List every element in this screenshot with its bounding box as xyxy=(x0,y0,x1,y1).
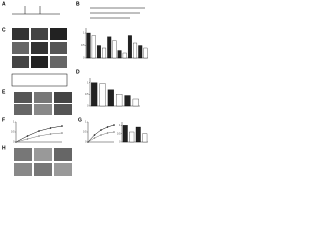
micrograph xyxy=(14,163,32,176)
panel-label: A xyxy=(2,1,6,7)
point xyxy=(113,124,115,126)
y-tick-label: 1 xyxy=(13,121,15,124)
schematics xyxy=(11,6,145,87)
micrograph xyxy=(12,56,29,68)
y-tick-label: 0.5 xyxy=(85,93,89,96)
panel-label: H xyxy=(2,145,6,151)
y-tick-label: 1 xyxy=(83,32,85,35)
micrograph xyxy=(12,42,29,54)
panel-label: C xyxy=(2,27,6,33)
point xyxy=(87,141,89,143)
line xyxy=(87,131,115,143)
bar xyxy=(135,126,141,143)
bar xyxy=(112,40,117,59)
bar xyxy=(138,45,143,59)
micrograph xyxy=(50,28,67,40)
y-tick-label: 1 xyxy=(87,81,89,84)
bar xyxy=(129,131,135,143)
micrograph xyxy=(34,148,52,161)
point xyxy=(61,125,63,127)
y-tick-label: 0.5 xyxy=(117,132,121,135)
micrograph xyxy=(54,92,72,103)
micrograph xyxy=(54,148,72,161)
bar xyxy=(91,82,98,107)
point xyxy=(38,130,40,132)
micrograph xyxy=(31,28,48,40)
y-tick-label: 0.5 xyxy=(11,131,15,134)
blot xyxy=(11,73,68,87)
micrographs xyxy=(12,28,72,176)
bar xyxy=(142,133,148,143)
point xyxy=(49,133,52,135)
bar xyxy=(122,52,127,59)
bar xyxy=(133,42,138,59)
micrograph xyxy=(14,104,32,115)
line xyxy=(15,125,63,143)
bar xyxy=(143,47,148,59)
y-tick-label: 1 xyxy=(85,121,87,124)
micrograph xyxy=(54,163,72,176)
point xyxy=(61,132,63,134)
panel-label: G xyxy=(78,117,82,123)
point xyxy=(106,126,109,128)
line xyxy=(15,132,63,143)
point xyxy=(93,134,96,136)
point xyxy=(26,135,29,137)
bar xyxy=(116,94,123,107)
y-tick-label: 0.5 xyxy=(83,131,87,134)
micrograph xyxy=(34,104,52,115)
micrograph xyxy=(14,92,32,103)
point xyxy=(26,138,29,140)
point xyxy=(93,137,96,139)
panel-label: D xyxy=(76,69,80,75)
micrograph xyxy=(12,28,29,40)
micrograph xyxy=(14,148,32,161)
point xyxy=(100,134,102,136)
point xyxy=(15,141,17,143)
bar xyxy=(107,89,114,107)
bar xyxy=(124,95,131,107)
y-tick-label: 0 xyxy=(87,105,89,108)
micrograph xyxy=(54,104,72,115)
bar xyxy=(96,45,101,59)
point xyxy=(38,135,40,137)
bar xyxy=(99,83,106,107)
y-tick-label: 0 xyxy=(13,141,15,144)
y-tick-label: 0 xyxy=(119,141,121,144)
bar xyxy=(91,35,96,59)
bar xyxy=(132,98,139,107)
bar xyxy=(107,36,112,59)
bar xyxy=(102,47,107,59)
point xyxy=(49,127,52,129)
panel-label: F xyxy=(2,117,5,123)
point xyxy=(106,132,109,134)
panel-label: E xyxy=(2,89,6,95)
micrograph xyxy=(34,163,52,176)
micrograph xyxy=(50,42,67,54)
y-tick-label: 1 xyxy=(119,124,121,127)
bar xyxy=(127,35,132,59)
micrograph xyxy=(31,42,48,54)
point xyxy=(113,131,115,133)
y-tick-label: 0 xyxy=(83,57,85,60)
bar xyxy=(86,32,91,59)
micrograph xyxy=(31,56,48,68)
bar xyxy=(117,50,122,59)
y-tick-label: 0.5 xyxy=(81,44,85,47)
micrograph xyxy=(34,92,52,103)
figure: A B C D E F G H 0 0.5 1 0 0.5 1 0 0.5 1 0 0.5 1 0 0.5… xyxy=(2,1,148,176)
panel-label: B xyxy=(76,1,80,7)
y-tick-label: 0 xyxy=(85,141,87,144)
bar xyxy=(122,125,128,143)
micrograph xyxy=(50,56,67,68)
point xyxy=(100,129,102,131)
